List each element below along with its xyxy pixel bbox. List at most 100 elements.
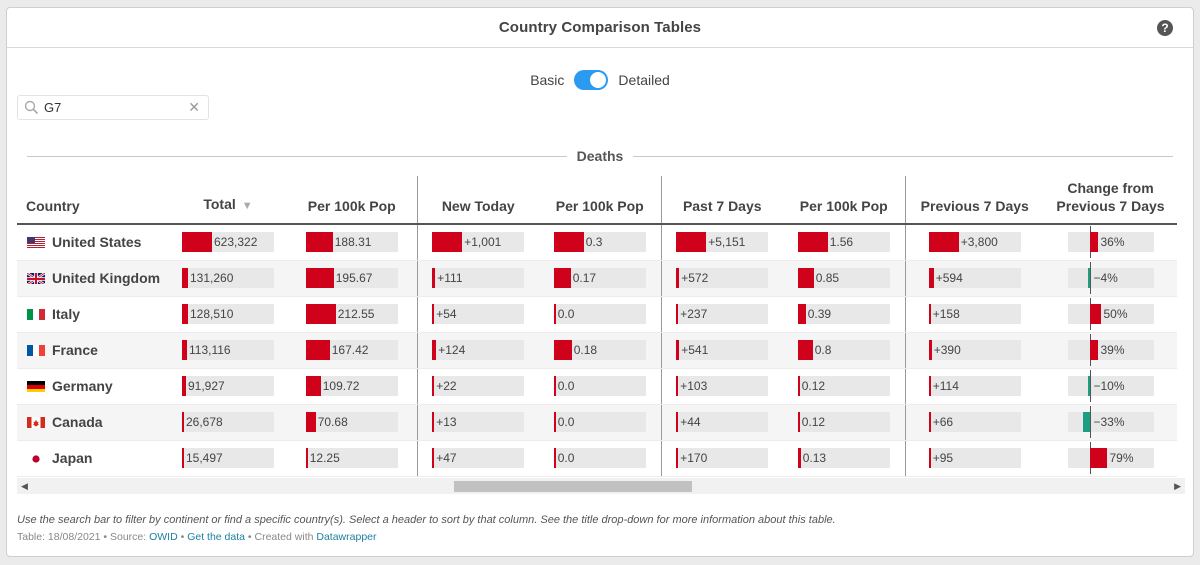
bar-track: 113,116	[182, 340, 274, 360]
scrollbar-thumb[interactable]	[454, 481, 692, 492]
bar-value: 195.67	[335, 271, 373, 285]
previous-7-days-cell: +114	[904, 368, 1044, 405]
previous-7-days-cell: +390	[904, 332, 1044, 369]
country-cell[interactable]: France	[17, 332, 169, 369]
bar-track: +5,151	[676, 232, 769, 253]
table-row[interactable]: Germany 91,927 109.72 +22 0.0 +103 0.12 +114 −10…	[17, 368, 1177, 405]
header-per100k-new[interactable]: Per 100k Pop	[539, 176, 661, 225]
search-input[interactable]	[44, 100, 184, 115]
bar-track: 12.25	[305, 448, 398, 468]
clear-icon[interactable]: ✕	[188, 99, 200, 115]
country-cell[interactable]: United States	[17, 224, 169, 261]
help-icon[interactable]: ?	[1157, 20, 1173, 36]
bar-fill	[797, 304, 806, 324]
scroll-left-icon[interactable]: ◀	[21, 481, 28, 491]
bar-fill	[928, 232, 959, 253]
bar-fill	[553, 340, 572, 360]
bar-track: 0.12	[797, 412, 890, 432]
per100k-new-cell: 0.17	[539, 260, 661, 297]
change-value: 50%	[1103, 307, 1128, 321]
table-title[interactable]: Country Comparison Tables	[498, 19, 702, 36]
cell-wrap: 0.3	[539, 232, 661, 253]
header-change[interactable]: Change from Previous 7 Days	[1044, 176, 1177, 225]
zero-axis	[1089, 262, 1091, 294]
new-today-cell: +22	[416, 368, 539, 405]
comparison-table: Country Total ▼ Per 100k Pop New Today Pe…	[17, 176, 1177, 477]
table-row[interactable]: United States 623,322 188.31 +1,001 0.3 +5,15…	[17, 224, 1177, 261]
cell-wrap: 91,927	[169, 376, 287, 396]
table-row[interactable]: United Kingdom 131,260 195.67 +111 0.17 +572 0…	[17, 260, 1177, 297]
table-row[interactable]: Canada 26,678 70.68 +13 0.0 +44 0.12 +66 −33%	[17, 404, 1177, 441]
bar-fill	[928, 448, 931, 468]
cell-wrap: 623,322	[169, 232, 287, 253]
bar-track: +237	[676, 304, 769, 324]
datawrapper-link[interactable]: Datawrapper	[316, 531, 377, 543]
cell-wrap: +13	[418, 412, 540, 432]
header-per100k-7[interactable]: Per 100k Pop	[783, 176, 905, 225]
header-past-7-days[interactable]: Past 7 Days	[660, 176, 783, 225]
header-previous-7-days[interactable]: Previous 7 Days	[904, 176, 1044, 225]
change-bar-fill	[1089, 232, 1098, 253]
cell-wrap: +572	[662, 268, 784, 288]
country-name: United Kingdom	[52, 270, 161, 286]
view-switch[interactable]	[574, 70, 609, 90]
new-today-cell: +13	[416, 404, 540, 441]
table-row[interactable]: Italy 128,510 212.55 +54 0.0 +237 0.39 +158 50%	[17, 296, 1177, 333]
bar-value: 0.3	[585, 235, 603, 250]
bar-track: 0.39	[797, 304, 890, 324]
bar-track: +13	[432, 412, 525, 432]
change-track: 36%	[1067, 226, 1154, 259]
bar-value: +103	[680, 379, 708, 393]
scroll-right-icon[interactable]: ▶	[1174, 481, 1181, 491]
header-total[interactable]: Total ▼	[169, 176, 287, 225]
cell-wrap: +1,001	[418, 232, 540, 253]
country-cell[interactable]: Japan	[17, 440, 169, 477]
basic-label[interactable]: Basic	[530, 72, 565, 88]
change-cell: 39%	[1044, 332, 1177, 369]
source-link[interactable]: OWID	[149, 531, 178, 543]
header-change-line1: Change from	[1067, 180, 1154, 196]
bar-track: 131,260	[182, 268, 274, 288]
bar-track: +66	[928, 412, 1021, 432]
table-row[interactable]: Japan 15,497 12.25 +47 0.0 +170 0.13 +95 79%	[17, 440, 1177, 477]
bar-track: +1,001	[432, 232, 525, 253]
bar-fill	[432, 376, 435, 396]
bar-fill	[928, 376, 931, 396]
horizontal-scrollbar[interactable]: ◀ ▶	[17, 478, 1185, 494]
country-cell[interactable]: United Kingdom	[17, 260, 169, 297]
change-value: −10%	[1093, 379, 1125, 393]
header-country[interactable]: Country	[17, 176, 169, 225]
get-data-link[interactable]: Get the data	[187, 531, 245, 543]
cell-wrap: +44	[662, 412, 784, 432]
change-cell: 79%	[1044, 440, 1177, 477]
bar-track: 0.0	[553, 304, 646, 324]
country-cell[interactable]: Canada	[17, 404, 169, 441]
header-new-today[interactable]: New Today	[416, 176, 539, 225]
us-flag	[27, 236, 45, 249]
cell-wrap: +111	[418, 268, 540, 288]
change-bar-fill	[1089, 304, 1101, 324]
bar-track: 0.12	[797, 376, 890, 396]
bar-track: +44	[676, 412, 769, 432]
detailed-label[interactable]: Detailed	[618, 72, 670, 88]
country-cell[interactable]: Germany	[17, 368, 169, 405]
bar-fill	[928, 340, 932, 360]
cell-wrap: −10%	[1044, 370, 1177, 402]
cell-wrap: −4%	[1044, 262, 1177, 294]
country-cell[interactable]: Italy	[17, 296, 169, 333]
cell-wrap: +66	[906, 412, 1045, 432]
bar-fill	[182, 340, 187, 360]
cell-wrap: 0.8	[783, 340, 905, 360]
footer-sep: •	[177, 531, 188, 543]
bar-value: 0.39	[807, 307, 832, 321]
cell-wrap: 39%	[1044, 334, 1177, 366]
country-name: France	[52, 342, 98, 358]
table-row[interactable]: France 113,116 167.42 +124 0.18 +541 0.8 +390 39…	[17, 332, 1177, 369]
bar-value: 623,322	[214, 235, 258, 250]
country-name: Germany	[52, 378, 113, 394]
header-per100k-total[interactable]: Per 100k Pop	[287, 176, 417, 225]
cell-wrap: −33%	[1044, 406, 1177, 438]
per100k-new-cell: 0.18	[539, 332, 661, 369]
footer-note: Use the search bar to filter by continen…	[17, 514, 836, 526]
change-track: −33%	[1067, 406, 1154, 438]
